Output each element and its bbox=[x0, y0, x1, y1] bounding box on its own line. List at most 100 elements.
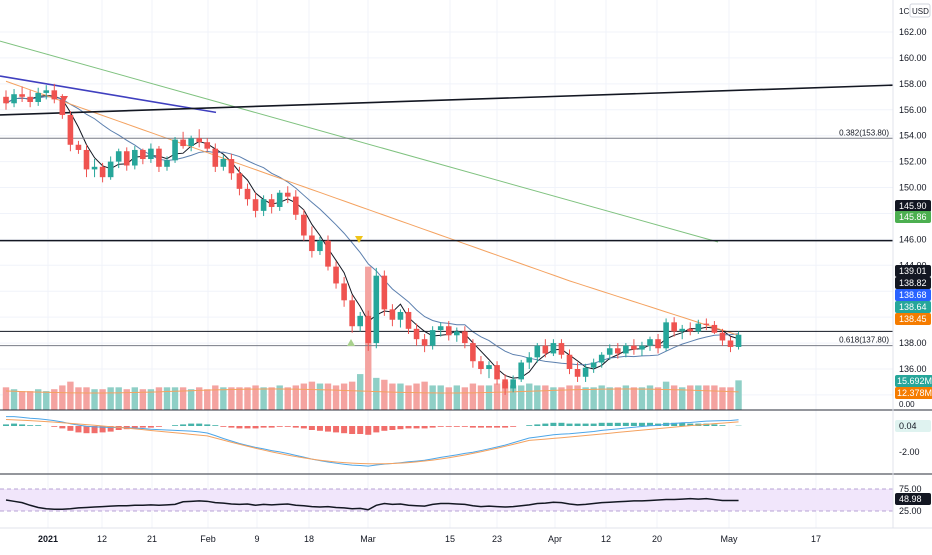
macd-histogram-bar bbox=[486, 426, 492, 428]
candle-body bbox=[213, 149, 219, 167]
volume-bar bbox=[470, 384, 476, 410]
candle-body bbox=[68, 115, 74, 145]
candle-body bbox=[382, 276, 388, 310]
volume-bar bbox=[349, 382, 355, 410]
volume-bar bbox=[317, 384, 323, 410]
price-tick-label: 158.00 bbox=[899, 79, 927, 89]
price-tick-label: 156.00 bbox=[899, 105, 927, 115]
candle-body bbox=[663, 322, 669, 348]
macd-histogram-bar bbox=[180, 424, 186, 426]
macd-histogram-bar bbox=[301, 426, 307, 428]
candle-body bbox=[720, 333, 726, 341]
macd-histogram-bar bbox=[446, 426, 452, 427]
volume-bar bbox=[373, 378, 379, 410]
volume-bar bbox=[526, 384, 532, 410]
macd-histogram-bar bbox=[84, 426, 90, 433]
volume-bar bbox=[19, 391, 25, 410]
candle-body bbox=[309, 235, 315, 251]
macd-histogram-bar bbox=[349, 426, 355, 434]
macd-histogram-bar bbox=[245, 426, 251, 428]
volume-bar bbox=[220, 387, 226, 410]
macd-histogram-bar bbox=[3, 424, 9, 426]
candle-body bbox=[478, 361, 484, 369]
candle-body bbox=[526, 357, 532, 362]
volume-bar bbox=[59, 385, 65, 410]
macd-histogram-bar bbox=[422, 426, 428, 428]
macd-histogram-bar bbox=[567, 424, 573, 426]
volume-bar bbox=[164, 387, 170, 410]
candle-body bbox=[148, 149, 154, 159]
macd-histogram-bar bbox=[75, 426, 81, 432]
price-tick-label: 136.00 bbox=[899, 364, 927, 374]
macd-histogram-bar bbox=[591, 424, 597, 426]
volume-bar bbox=[405, 385, 411, 410]
candle-body bbox=[11, 94, 17, 103]
volume-bar bbox=[107, 387, 113, 410]
candle-body bbox=[518, 363, 524, 380]
candle-body bbox=[736, 335, 742, 347]
macd-histogram-bar bbox=[454, 426, 460, 427]
macd-histogram-bar bbox=[583, 424, 589, 426]
volume-bar bbox=[389, 384, 395, 410]
grid bbox=[0, 0, 893, 528]
macd-tick-label: -2.00 bbox=[899, 447, 920, 457]
macd-histogram-bar bbox=[285, 426, 291, 427]
price-badge-label: 138.64 bbox=[899, 302, 927, 312]
candle-body bbox=[583, 368, 589, 377]
price-tick-label: 160.00 bbox=[899, 53, 927, 63]
panel-separators bbox=[0, 0, 932, 528]
candle-body bbox=[430, 330, 436, 346]
candle-body bbox=[35, 93, 41, 102]
volume-bar bbox=[446, 387, 452, 410]
rsi-badge-label: 48.98 bbox=[899, 494, 922, 504]
macd-histogram-bar bbox=[172, 425, 178, 426]
volume-bar bbox=[268, 387, 274, 410]
rsi-tick-label: 25.00 bbox=[899, 506, 922, 516]
candle-body bbox=[164, 160, 170, 166]
macd-histogram-bar bbox=[309, 426, 315, 430]
candle-body bbox=[454, 331, 460, 335]
candle-body bbox=[704, 324, 710, 325]
macd-histogram-bar bbox=[27, 425, 33, 426]
macd-histogram-bar bbox=[462, 426, 468, 427]
time-label: Feb bbox=[200, 534, 216, 544]
volume-bar bbox=[566, 385, 572, 410]
candle-body bbox=[502, 379, 508, 388]
volume-bar bbox=[91, 389, 97, 410]
candle-body bbox=[462, 331, 468, 343]
volume-badge-label: 12.378M bbox=[897, 388, 932, 398]
candle-body bbox=[269, 199, 275, 207]
volume-bars bbox=[3, 267, 742, 410]
macd-histogram-bar bbox=[719, 425, 725, 426]
volume-bar bbox=[301, 384, 307, 410]
candle-body bbox=[696, 324, 702, 332]
candle-body bbox=[188, 138, 194, 146]
candle-body bbox=[172, 140, 178, 161]
volume-bar bbox=[735, 380, 741, 410]
time-label: 12 bbox=[97, 534, 107, 544]
currency-label: USD bbox=[912, 7, 929, 16]
candle-body bbox=[19, 94, 25, 97]
macd-histogram-bar bbox=[253, 426, 259, 428]
candle-body bbox=[535, 346, 541, 358]
volume-bar bbox=[413, 384, 419, 410]
candle-body bbox=[510, 379, 516, 388]
macd-histogram-bar bbox=[550, 423, 556, 426]
candle-body bbox=[92, 167, 98, 170]
macd-panel bbox=[3, 417, 742, 467]
volume-bar bbox=[156, 387, 162, 410]
macd-histogram-bar bbox=[631, 423, 637, 426]
macd-histogram-bar bbox=[711, 424, 717, 426]
volume-bar bbox=[325, 384, 331, 410]
volume-bar bbox=[260, 387, 266, 410]
macd-histogram-bar bbox=[414, 426, 420, 428]
candle-body bbox=[43, 90, 49, 93]
macd-histogram-bar bbox=[502, 426, 508, 428]
candle-body bbox=[357, 316, 363, 326]
time-label: Apr bbox=[548, 534, 562, 544]
volume-bar bbox=[534, 385, 540, 410]
trendline-up bbox=[0, 85, 893, 115]
